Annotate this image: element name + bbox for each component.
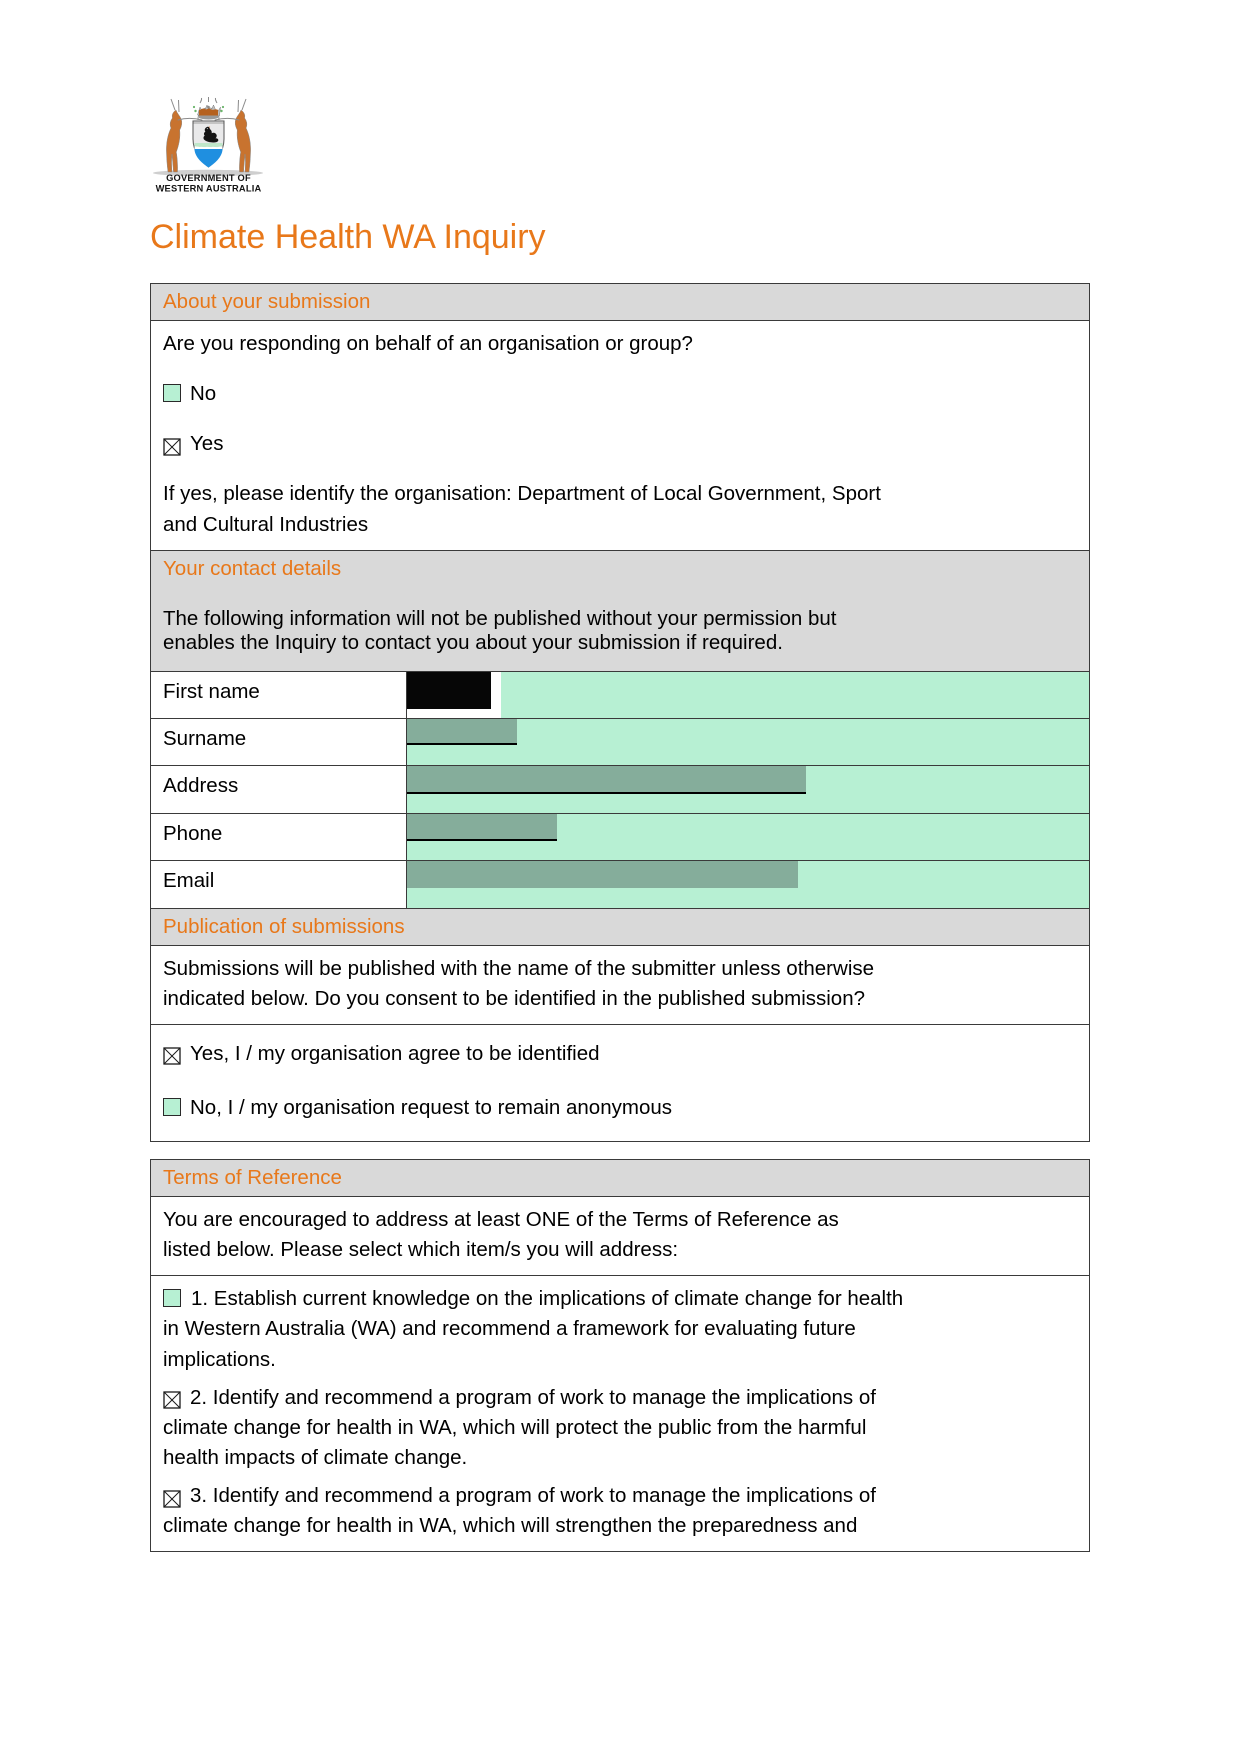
svg-text:GOVERNMENT OF: GOVERNMENT OF — [166, 173, 251, 183]
svg-text:WESTERN AUSTRALIA: WESTERN AUSTRALIA — [156, 184, 262, 194]
